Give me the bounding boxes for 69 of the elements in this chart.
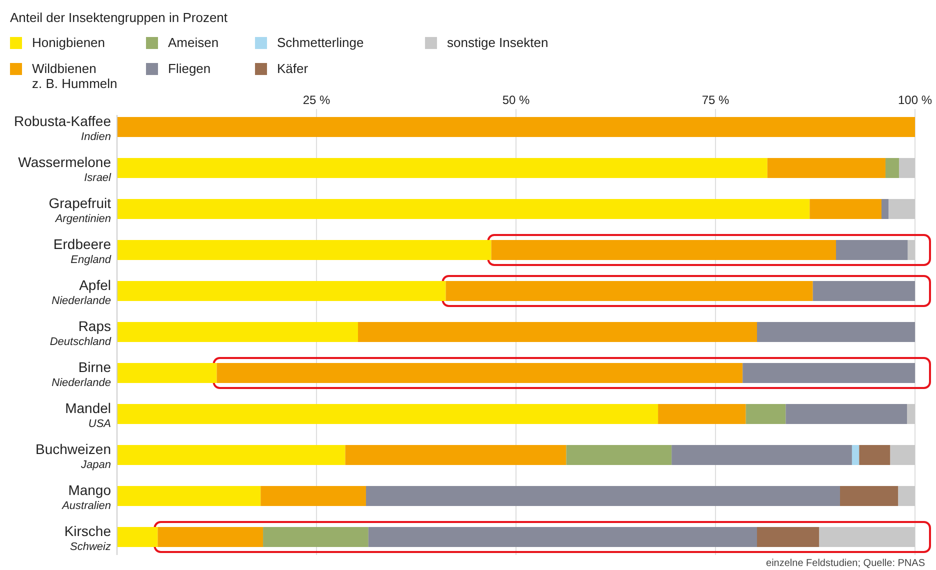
chart-title: Anteil der Insektengruppen in Prozent (10, 10, 228, 25)
bar (117, 158, 768, 178)
y-tick-label: Erdbeere England (53, 236, 112, 266)
bar (672, 445, 852, 465)
bar (260, 486, 366, 506)
bar (216, 363, 743, 383)
bar (117, 117, 915, 137)
bar (890, 445, 915, 465)
bar (117, 527, 158, 547)
bar (812, 281, 915, 301)
bar (117, 199, 810, 219)
bar (810, 199, 882, 219)
x-tick-label: 50 % (502, 93, 530, 107)
y-tick-label: Robusta-Kaffee Indien (14, 113, 112, 143)
y-tick-label: Wassermelone Israel (18, 154, 112, 184)
bar (446, 281, 813, 301)
bar (368, 527, 757, 547)
bar (117, 486, 261, 506)
bar (117, 363, 217, 383)
bar (898, 486, 915, 506)
bar (263, 527, 368, 547)
bar (117, 404, 658, 424)
bar (491, 240, 836, 260)
bar (908, 240, 915, 260)
y-tick-label: Buchweizen Japan (36, 441, 111, 471)
text: einzelne Feldstudien; Quelle: PNAS (766, 558, 926, 569)
bar (117, 281, 446, 301)
x-tick-label: 75 % (702, 93, 730, 107)
bar (767, 158, 886, 178)
bar (742, 363, 915, 383)
legend-label: Wildbienen z. B. Hummeln (32, 61, 118, 91)
bar (658, 404, 746, 424)
legend-label: Fliegen (168, 61, 211, 76)
bar (117, 322, 358, 342)
legend-label: Schmetterlinge (277, 35, 364, 50)
bar (358, 322, 757, 342)
bar (756, 322, 915, 342)
bar (907, 404, 915, 424)
bar (566, 445, 672, 465)
legend-label: sonstige Insekten (447, 35, 548, 50)
legend-label: Käfer (277, 61, 309, 76)
bar (158, 527, 264, 547)
bar (859, 445, 890, 465)
legend-label: Ameisen (168, 35, 219, 50)
y-tick-label: Mango Australien (61, 482, 112, 512)
bar (786, 404, 908, 424)
bar (885, 158, 900, 178)
bar (746, 404, 786, 424)
bar (756, 527, 820, 547)
bar (345, 445, 566, 465)
bar (888, 199, 915, 219)
y-tick-label: Apfel Niederlande (52, 277, 111, 307)
bar (366, 486, 840, 506)
y-tick-label: Grapefruit Argentinien (48, 195, 112, 225)
x-tick-label: 25 % (302, 93, 330, 107)
legend-label: Honigbienen (32, 35, 106, 50)
x-tick-label: 100 % (898, 93, 932, 107)
y-tick-label: Mandel USA (65, 400, 111, 430)
bar (117, 445, 346, 465)
bar (881, 199, 889, 219)
y-tick-label: Raps Deutschland (50, 318, 112, 348)
bar (836, 240, 908, 260)
bar (852, 445, 860, 465)
y-tick-label: Kirsche Schweiz (64, 523, 112, 553)
bar (899, 158, 915, 178)
bar (117, 240, 492, 260)
bar (819, 527, 915, 547)
bar (840, 486, 898, 506)
y-tick-label: Birne Niederlande (52, 359, 112, 389)
